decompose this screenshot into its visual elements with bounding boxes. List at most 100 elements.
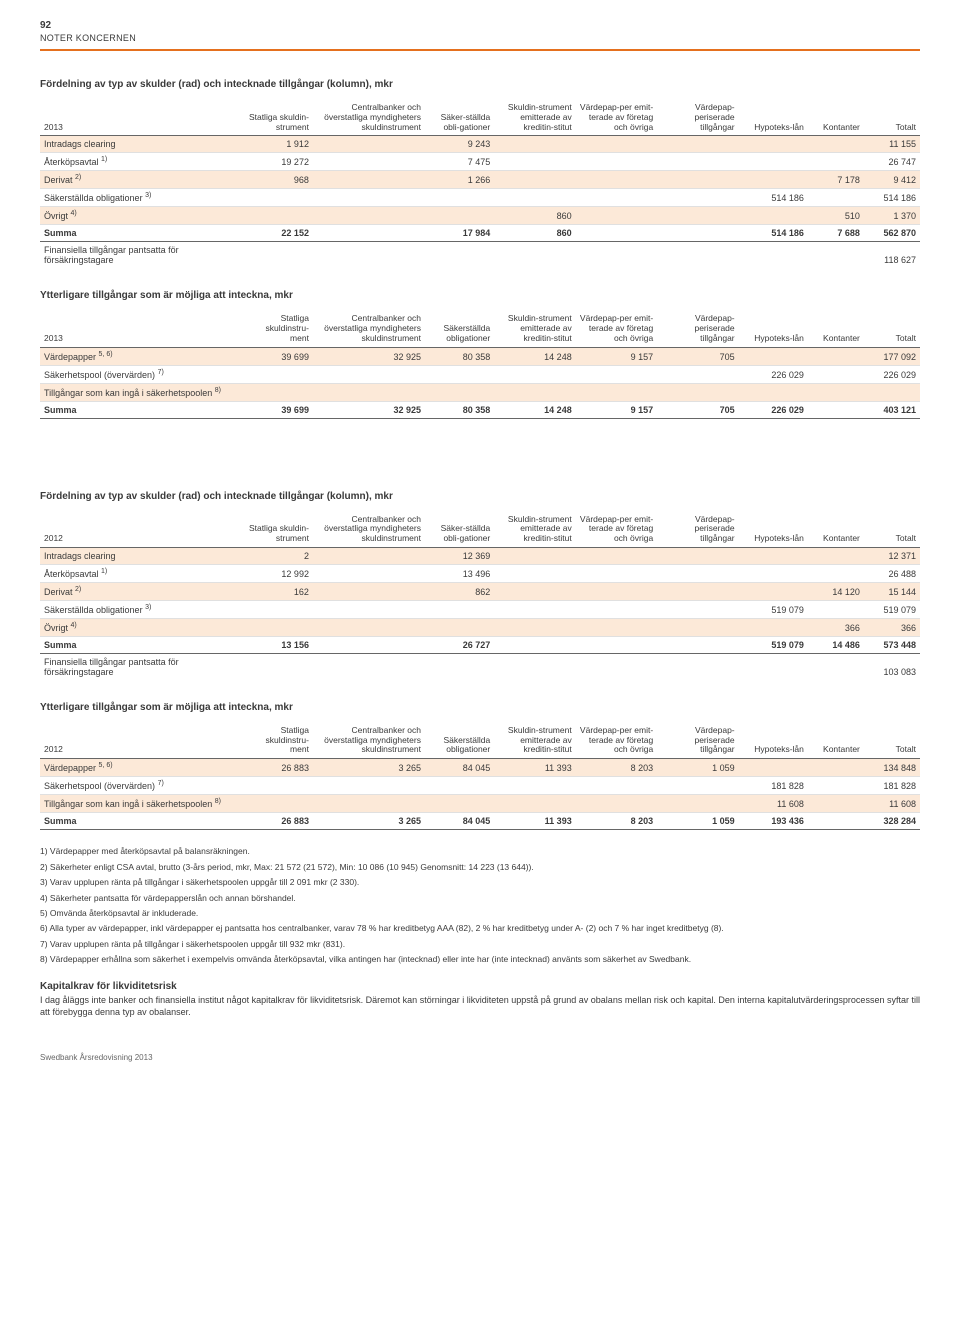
cell-value <box>739 136 808 153</box>
cell-value <box>576 242 657 269</box>
footnote: 3) Varav upplupen ränta på tillgångar i … <box>40 875 920 889</box>
cell-value <box>244 189 313 207</box>
cell-value <box>313 564 425 582</box>
cell-value: 14 486 <box>808 636 864 653</box>
cell-value: 32 925 <box>313 347 425 365</box>
cell-value <box>313 636 425 653</box>
row-label: Säkerställda obligationer 3) <box>40 189 244 207</box>
footnote: 5) Omvända återköpsavtal är inkluderade. <box>40 906 920 920</box>
column-header: Totalt <box>864 100 920 136</box>
column-header: Skuldin-strument emitterade av kreditin-… <box>494 311 575 347</box>
cell-value <box>313 242 425 269</box>
cell-value <box>313 171 425 189</box>
table-row: Summa26 8833 26584 04511 3938 2031 05919… <box>40 813 920 830</box>
row-label: Säkerställda obligationer 3) <box>40 600 244 618</box>
cell-value <box>739 547 808 564</box>
table-row: Tillgångar som kan ingå i säkerhetspoole… <box>40 383 920 401</box>
data-table: 2013Statliga skuldin-strumentCentralbank… <box>40 100 920 268</box>
cell-value: 15 144 <box>864 582 920 600</box>
cell-value <box>244 365 313 383</box>
cell-value <box>576 795 657 813</box>
cell-value <box>313 365 425 383</box>
cell-value: 510 <box>808 207 864 225</box>
cell-value <box>808 653 864 680</box>
cell-value <box>657 383 738 401</box>
column-header: 2013 <box>40 100 244 136</box>
footnote: 4) Säkerheter pantsatta för värdepappers… <box>40 891 920 905</box>
cell-value <box>739 383 808 401</box>
column-header: Skuldin-strument emitterade av kreditin-… <box>494 100 575 136</box>
footnote: 8) Värdepapper erhållna som säkerhet i e… <box>40 952 920 966</box>
cell-value: 514 186 <box>739 225 808 242</box>
cell-value <box>576 189 657 207</box>
column-header: Statliga skuldinstru-ment <box>244 311 313 347</box>
cell-value <box>576 547 657 564</box>
cell-value <box>425 207 494 225</box>
cell-value <box>313 600 425 618</box>
cell-value <box>808 777 864 795</box>
column-header: Centralbanker och överstatliga myndighet… <box>313 723 425 759</box>
cell-value <box>657 153 738 171</box>
cell-value <box>576 136 657 153</box>
data-table: 2013Statliga skuldinstru-mentCentralbank… <box>40 311 920 418</box>
cell-value <box>313 582 425 600</box>
cell-value <box>657 171 738 189</box>
cell-value: 1 266 <box>425 171 494 189</box>
table-row: Säkerställda obligationer 3)519 079519 0… <box>40 600 920 618</box>
cell-value: 13 156 <box>244 636 313 653</box>
cell-value <box>657 564 738 582</box>
cell-value: 8 203 <box>576 813 657 830</box>
cell-value <box>494 618 575 636</box>
cell-value <box>494 777 575 795</box>
cell-value <box>425 795 494 813</box>
row-label: Intradags clearing <box>40 136 244 153</box>
cell-value <box>808 795 864 813</box>
column-header: Kontanter <box>808 100 864 136</box>
cell-value <box>313 777 425 795</box>
cell-value: 9 412 <box>864 171 920 189</box>
cell-value <box>313 618 425 636</box>
cell-value <box>739 582 808 600</box>
cell-value <box>494 171 575 189</box>
column-header: Centralbanker och överstatliga myndighet… <box>313 512 425 548</box>
table-row: Övrigt 4)366366 <box>40 618 920 636</box>
cell-value: 226 029 <box>739 401 808 418</box>
cell-value <box>808 813 864 830</box>
section-label: NOTER KONCERNEN <box>40 33 920 43</box>
cell-value <box>576 171 657 189</box>
cell-value: 12 992 <box>244 564 313 582</box>
cell-value: 26 747 <box>864 153 920 171</box>
row-label: Derivat 2) <box>40 582 244 600</box>
cell-value <box>313 383 425 401</box>
column-header: Skuldin-strument emitterade av kreditin-… <box>494 512 575 548</box>
cell-value <box>425 618 494 636</box>
cell-value <box>494 383 575 401</box>
table-row: Återköpsavtal 1)19 2727 47526 747 <box>40 153 920 171</box>
cell-value <box>739 653 808 680</box>
cell-value <box>494 153 575 171</box>
cell-value <box>576 600 657 618</box>
cell-value <box>657 653 738 680</box>
cell-value: 3 265 <box>313 759 425 777</box>
cell-value: 84 045 <box>425 759 494 777</box>
cell-value <box>808 401 864 418</box>
cell-value <box>494 600 575 618</box>
cell-value <box>808 136 864 153</box>
row-label: Övrigt 4) <box>40 618 244 636</box>
column-header: Skuldin-strument emitterade av kreditin-… <box>494 723 575 759</box>
table-title: Ytterligare tillgångar som är möjliga at… <box>40 702 920 713</box>
column-header: Statliga skuldinstru-ment <box>244 723 313 759</box>
cell-value: 8 203 <box>576 759 657 777</box>
cell-value <box>313 207 425 225</box>
cell-value: 26 488 <box>864 564 920 582</box>
cell-value <box>808 347 864 365</box>
cell-value: 705 <box>657 347 738 365</box>
cell-value: 3 265 <box>313 813 425 830</box>
table-row: Intradags clearing1 9129 24311 155 <box>40 136 920 153</box>
cell-value <box>313 189 425 207</box>
table-row: Finansiella tillgångar pantsatta för för… <box>40 242 920 269</box>
cell-value: 14 248 <box>494 347 575 365</box>
cell-value: 13 496 <box>425 564 494 582</box>
cell-value: 519 079 <box>864 600 920 618</box>
cell-value <box>425 242 494 269</box>
